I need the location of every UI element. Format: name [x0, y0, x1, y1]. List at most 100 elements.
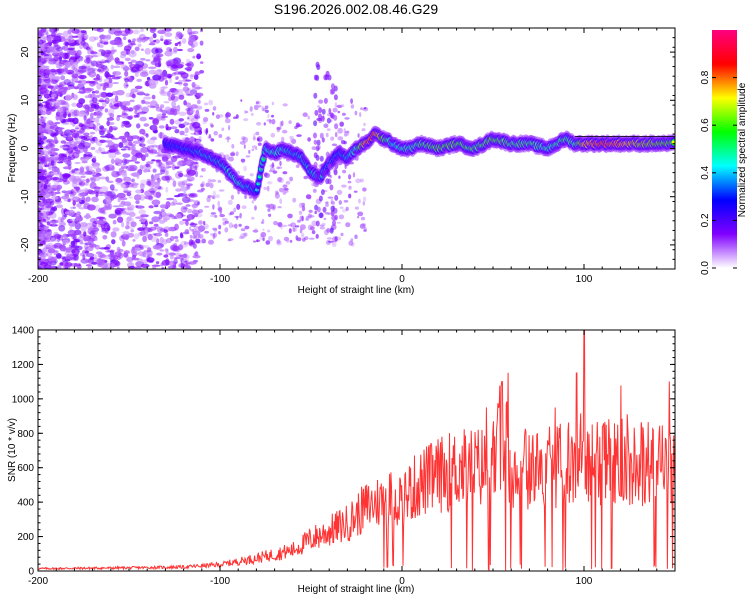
noise-blob [115, 261, 121, 267]
noise-blob [355, 178, 361, 184]
noise-blob [66, 190, 73, 195]
noise-blob [80, 136, 88, 140]
noise-blob [212, 112, 215, 116]
noise-blob [281, 120, 284, 127]
noise-blob [67, 136, 73, 141]
noise-blob [136, 78, 142, 82]
noise-blob [188, 194, 197, 198]
noise-blob [357, 211, 364, 217]
noise-blob [228, 212, 232, 216]
noise-blob [204, 108, 210, 112]
noise-blob [50, 172, 57, 175]
noise-blob [163, 254, 169, 258]
noise-blob [38, 202, 42, 206]
noise-blob [46, 221, 51, 225]
noise-blob [157, 30, 161, 34]
noise-blob [119, 54, 127, 59]
smear-blob [315, 61, 320, 68]
noise-blob [164, 175, 172, 181]
noise-blob [200, 183, 204, 188]
noise-blob [119, 235, 126, 242]
noise-blob [95, 94, 101, 98]
noise-blob [38, 29, 43, 37]
noise-blob [170, 235, 175, 242]
noise-blob [93, 253, 98, 260]
noise-blob [83, 236, 88, 242]
noise-blob [38, 42, 44, 45]
noise-blob [60, 140, 67, 144]
noise-blob [186, 93, 194, 97]
noise-blob [45, 67, 51, 75]
noise-blob [163, 41, 172, 45]
noise-blob [140, 179, 148, 186]
noise-blob [127, 208, 134, 214]
noise-blob [209, 122, 213, 127]
noise-blob [151, 53, 161, 59]
noise-blob [347, 180, 352, 184]
noise-blob [238, 223, 242, 227]
noise-blob [340, 104, 345, 107]
smear-blob [323, 97, 328, 104]
noise-blob [65, 102, 70, 109]
noise-blob [271, 118, 276, 125]
noise-blob [60, 75, 66, 81]
noise-blob [156, 182, 160, 189]
noise-blob [165, 170, 169, 176]
noise-blob [56, 65, 63, 69]
noise-blob [82, 254, 86, 261]
noise-blob [96, 28, 104, 33]
noise-blob [112, 227, 120, 232]
noise-blob [178, 94, 185, 100]
noise-blob [255, 147, 258, 151]
noise-blob [137, 43, 142, 48]
noise-blob [276, 126, 282, 130]
noise-blob [83, 58, 92, 64]
noise-blob [192, 255, 201, 259]
noise-blob [80, 30, 87, 34]
noise-blob [131, 93, 136, 99]
noise-blob [94, 204, 101, 212]
noise-blob [45, 31, 49, 36]
noise-blob [136, 258, 144, 263]
noise-blob [202, 119, 207, 125]
noise-blob [109, 102, 113, 109]
noise-blob [337, 136, 344, 141]
noise-blob [128, 107, 134, 112]
noise-blob [114, 39, 123, 45]
noise-blob [311, 182, 315, 187]
noise-blob [77, 79, 87, 86]
noise-blob [196, 92, 204, 97]
y-tick-label: 800 [17, 429, 34, 440]
noise-blob [93, 52, 102, 58]
noise-blob [116, 246, 121, 252]
noise-blob [207, 178, 212, 184]
noise-blob [203, 102, 209, 106]
noise-blob [262, 228, 265, 231]
noise-blob [191, 203, 199, 208]
noise-blob [58, 60, 65, 64]
noise-blob [125, 84, 129, 87]
noise-blob [187, 48, 195, 53]
noise-blob [122, 153, 131, 158]
noise-blob [272, 170, 278, 174]
noise-blob [169, 254, 174, 260]
noise-blob [86, 154, 92, 157]
noise-blob [338, 200, 342, 205]
noise-blob [55, 250, 59, 253]
noise-blob [46, 232, 52, 239]
noise-blob [102, 206, 111, 211]
noise-blob [113, 255, 119, 260]
noise-blob [154, 232, 162, 237]
noise-blob [47, 60, 57, 65]
smear-blob [318, 113, 322, 120]
noise-blob [188, 261, 197, 265]
noise-blob [260, 231, 267, 238]
noise-blob [267, 229, 271, 233]
noise-blob [210, 212, 217, 215]
noise-blob [101, 151, 109, 155]
noise-blob [230, 194, 234, 200]
noise-blob [83, 87, 92, 94]
noise-blob [289, 239, 293, 243]
noise-blob [280, 224, 283, 230]
